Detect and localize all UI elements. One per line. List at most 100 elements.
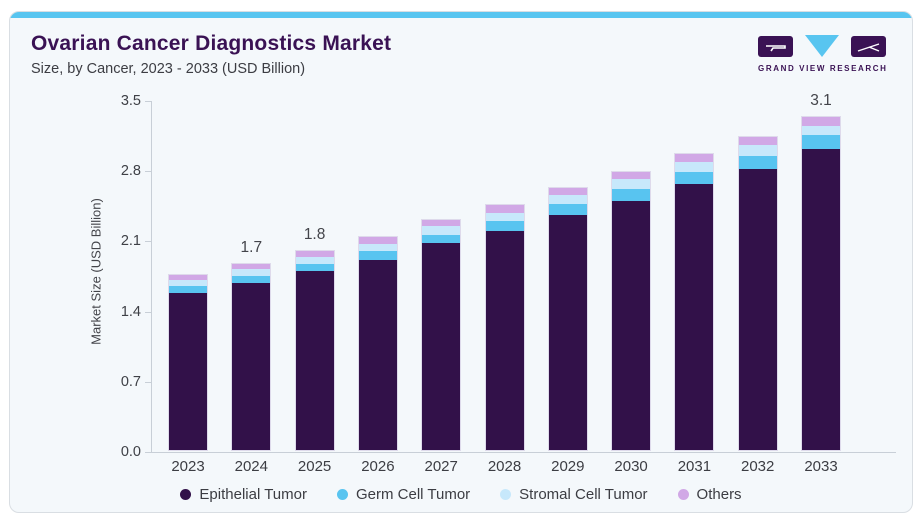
- y-tick-label: 2.1: [120, 233, 141, 250]
- x-axis-label: 2028: [487, 458, 522, 475]
- bar-segment-others: [169, 274, 207, 280]
- logo-g-block: [758, 35, 793, 57]
- y-tick-mark: [145, 381, 151, 383]
- legend-item-germ-cell-tumor: Germ Cell Tumor: [336, 486, 471, 503]
- bar-segment-others: [612, 171, 651, 180]
- gvr-logo: GRAND VIEW RESEARCH: [758, 35, 886, 73]
- stacked-bar-2026: [358, 237, 397, 451]
- chart-legend: Epithelial Tumor Germ Cell Tumor Stromal C…: [10, 486, 912, 503]
- x-axis-label: 2029: [551, 458, 585, 475]
- bar-segment-epithelial-tumor: [485, 230, 524, 451]
- bar-segment-others: [485, 205, 524, 213]
- bar-segment-germ-cell-tumor: [422, 234, 461, 244]
- bar-segment-germ-cell-tumor: [612, 188, 651, 201]
- x-axis-label: 2027: [424, 458, 458, 475]
- logo-r-glyph: [857, 42, 880, 52]
- bar-segment-epithelial-tumor: [295, 271, 334, 450]
- bar-segment-epithelial-tumor: [802, 149, 840, 450]
- y-tick-label: 1.4: [120, 303, 141, 320]
- legend-swatch: [336, 489, 348, 500]
- bar-segment-others: [422, 219, 461, 227]
- bar-segment-germ-cell-tumor: [169, 286, 207, 293]
- stacked-bar-2027: [422, 219, 461, 450]
- bar-segment-germ-cell-tumor: [802, 135, 840, 150]
- bar-segment-germ-cell-tumor: [675, 171, 714, 184]
- x-axis-label: 2032: [741, 458, 775, 475]
- bar-segment-others: [358, 237, 397, 244]
- logo-blocks: [758, 35, 886, 57]
- bar-segment-stromal-cell-tumor: [738, 145, 777, 156]
- bar-segment-stromal-cell-tumor: [802, 125, 840, 136]
- x-axis-label: 2033: [804, 458, 838, 475]
- x-axis-line: [151, 452, 896, 453]
- report-card: Ovarian Cancer Diagnostics Market Size, …: [9, 11, 913, 513]
- y-axis-line: [151, 101, 152, 452]
- stacked-bar-2033: [802, 117, 840, 450]
- x-axis-label: 2030: [614, 458, 648, 475]
- x-axis-label: 2026: [361, 458, 395, 475]
- legend-swatch: [180, 489, 192, 500]
- x-axis-label: 2023: [171, 458, 205, 475]
- bar-segment-others: [295, 251, 334, 258]
- legend-label: Stromal Cell Tumor: [519, 486, 648, 503]
- logo-g-glyph: [766, 44, 786, 51]
- bar-segment-others: [675, 153, 714, 163]
- bar-segment-germ-cell-tumor: [548, 203, 587, 215]
- logo-r-block: [851, 35, 886, 57]
- bar-segment-stromal-cell-tumor: [232, 269, 271, 276]
- y-tick-label: 3.5: [120, 93, 141, 109]
- y-tick-mark: [145, 311, 151, 313]
- stacked-bar-2024: [232, 263, 271, 450]
- bar-segment-stromal-cell-tumor: [295, 257, 334, 264]
- stacked-bar-2032: [738, 136, 777, 451]
- bar-segment-stromal-cell-tumor: [485, 212, 524, 222]
- y-tick-mark: [145, 101, 151, 102]
- header: Ovarian Cancer Diagnostics Market Size, …: [31, 32, 391, 77]
- legend-label: Others: [696, 486, 742, 503]
- bar-segment-stromal-cell-tumor: [612, 179, 651, 189]
- y-tick-label: 0.7: [120, 373, 141, 390]
- y-tick-mark: [145, 171, 151, 173]
- legend-item-stromal-cell-tumor: Stromal Cell Tumor: [500, 486, 648, 503]
- legend-label: Epithelial Tumor: [199, 486, 307, 503]
- bar-segment-germ-cell-tumor: [738, 155, 777, 169]
- bar-segment-stromal-cell-tumor: [169, 279, 207, 287]
- y-tick-mark: [145, 452, 151, 453]
- y-tick-label: 0.0: [120, 444, 141, 460]
- bar-segment-germ-cell-tumor: [295, 263, 334, 272]
- stacked-bar-2031: [675, 153, 714, 450]
- bar-segment-germ-cell-tumor: [232, 275, 271, 284]
- bar-segment-epithelial-tumor: [738, 168, 777, 450]
- bar-segment-epithelial-tumor: [232, 283, 271, 450]
- stacked-bar-2025: [295, 251, 334, 450]
- y-tick-label: 2.8: [120, 163, 141, 180]
- bar-segment-germ-cell-tumor: [358, 251, 397, 260]
- legend-swatch: [677, 489, 689, 500]
- legend-item-epithelial-tumor: Epithelial Tumor: [180, 486, 307, 503]
- y-axis-title: Market Size (USD Billion): [88, 198, 104, 345]
- legend-label: Germ Cell Tumor: [355, 486, 471, 503]
- top-accent-strip: [10, 12, 912, 18]
- bar-segment-epithelial-tumor: [612, 200, 651, 450]
- legend-swatch: [500, 489, 512, 500]
- bar-value-label: 1.7: [240, 238, 263, 256]
- bar-segment-others: [548, 187, 587, 196]
- bar-segment-others: [802, 117, 840, 126]
- x-axis-label: 2025: [297, 458, 332, 475]
- x-axis-label: 2031: [677, 458, 712, 475]
- bar-segment-stromal-cell-tumor: [548, 195, 587, 204]
- bar-segment-others: [232, 263, 271, 270]
- bar-segment-germ-cell-tumor: [485, 221, 524, 231]
- bar-value-label: 1.8: [303, 226, 326, 243]
- bar-segment-epithelial-tumor: [548, 214, 587, 450]
- logo-text: GRAND VIEW RESEARCH: [758, 64, 888, 73]
- x-axis-label: 2024: [234, 458, 268, 475]
- stacked-bar-2028: [485, 205, 524, 451]
- page-title: Ovarian Cancer Diagnostics Market: [31, 32, 392, 55]
- stacked-bar-2030: [612, 171, 651, 450]
- bar-value-label: 3.1: [810, 92, 832, 110]
- bar-segment-others: [738, 136, 777, 146]
- bar-segment-epithelial-tumor: [422, 243, 461, 450]
- y-tick-mark: [145, 241, 151, 243]
